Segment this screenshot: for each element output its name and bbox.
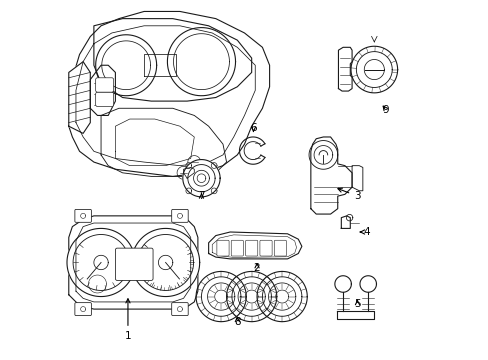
Polygon shape: [350, 46, 397, 93]
Polygon shape: [359, 276, 376, 292]
Polygon shape: [310, 137, 351, 214]
Polygon shape: [183, 159, 220, 197]
Polygon shape: [334, 276, 351, 292]
FancyBboxPatch shape: [231, 240, 243, 256]
Text: 3: 3: [337, 188, 360, 201]
FancyBboxPatch shape: [75, 210, 91, 222]
FancyBboxPatch shape: [75, 303, 91, 316]
Polygon shape: [69, 216, 198, 309]
Text: 1: 1: [124, 299, 131, 341]
FancyBboxPatch shape: [217, 240, 228, 256]
FancyBboxPatch shape: [96, 92, 113, 107]
FancyBboxPatch shape: [115, 248, 153, 280]
FancyBboxPatch shape: [245, 240, 257, 256]
Polygon shape: [131, 228, 199, 297]
Polygon shape: [69, 12, 269, 176]
Polygon shape: [144, 54, 176, 76]
Text: 7: 7: [198, 191, 204, 201]
FancyBboxPatch shape: [96, 78, 113, 92]
FancyBboxPatch shape: [171, 210, 188, 222]
Polygon shape: [69, 62, 90, 134]
FancyBboxPatch shape: [274, 240, 286, 256]
Text: 5: 5: [353, 299, 360, 309]
Text: 8: 8: [234, 317, 240, 327]
Polygon shape: [257, 271, 306, 321]
Polygon shape: [196, 271, 246, 321]
Polygon shape: [338, 47, 351, 91]
Polygon shape: [208, 232, 301, 259]
Text: 2: 2: [253, 263, 260, 273]
FancyBboxPatch shape: [260, 240, 271, 256]
Text: 9: 9: [382, 105, 388, 115]
Polygon shape: [67, 228, 135, 297]
Text: 6: 6: [250, 123, 256, 133]
Polygon shape: [226, 271, 276, 321]
FancyBboxPatch shape: [171, 303, 188, 316]
Text: 4: 4: [359, 227, 369, 237]
